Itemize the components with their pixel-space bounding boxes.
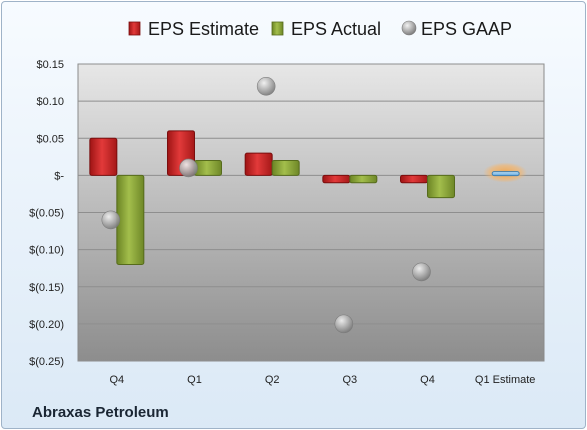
x-tick-label: Q4: [109, 374, 124, 386]
eps-actual-bar: [349, 174, 378, 184]
y-tick-label: $0.05: [36, 133, 64, 145]
eps-gaap-point: [334, 314, 354, 334]
eps-actual-bar: [271, 160, 300, 176]
legend: EPS Estimate EPS Actual EPS GAAP: [128, 19, 512, 39]
eps-gaap-point: [179, 158, 198, 178]
x-tick-label: Q1: [187, 374, 202, 386]
eps-actual-bar: [194, 160, 222, 176]
eps-estimate-bar: [244, 152, 273, 176]
x-tick-label: Q1 Estimate: [475, 374, 536, 386]
y-tick-label: $(0.25): [29, 356, 64, 368]
legend-label: EPS Estimate: [148, 19, 259, 39]
y-tick-label: $(0.10): [29, 245, 64, 257]
y-axis-ticks: $0.15 $0.10 $0.05 $- $(0.05) $(0.10) $(0.15) $(…: [29, 59, 64, 368]
y-tick-label: $(0.05): [29, 208, 64, 220]
eps-actual-bar: [116, 174, 145, 265]
x-tick-label: Q3: [342, 374, 357, 386]
eps-actual-bar: [427, 174, 455, 199]
legend-gaap-swatch: [401, 20, 417, 36]
legend-label: EPS Actual: [291, 19, 381, 39]
x-tick-label: Q4: [420, 374, 435, 386]
eps-estimate-bar: [89, 137, 118, 176]
eps-gaap-point: [412, 262, 431, 282]
y-tick-label: $0.10: [36, 96, 64, 108]
y-tick-label: $(0.20): [29, 319, 64, 331]
company-name: Abraxas Petroleum: [32, 404, 169, 421]
eps-gaap-point: [101, 210, 121, 230]
eps-estimate-bar: [322, 174, 351, 184]
legend-actual-swatch: [271, 21, 284, 36]
bars: [89, 130, 528, 265]
eps-gaap-point: [256, 76, 276, 96]
y-tick-label: $(0.15): [29, 282, 64, 294]
legend-label: EPS GAAP: [421, 19, 512, 39]
x-axis-ticks: Q4 Q1 Q2 Q3 Q4 Q1 Estimate: [109, 374, 535, 386]
eps-estimate-bar: [400, 174, 428, 184]
x-tick-label: Q2: [265, 374, 280, 386]
legend-estimate-swatch: [128, 21, 141, 36]
gridlines: [78, 63, 544, 362]
y-tick-label: $-: [54, 170, 64, 182]
y-tick-label: $0.15: [36, 59, 64, 71]
gaap-points: [101, 76, 431, 334]
q1-estimate-bar: [491, 171, 520, 177]
